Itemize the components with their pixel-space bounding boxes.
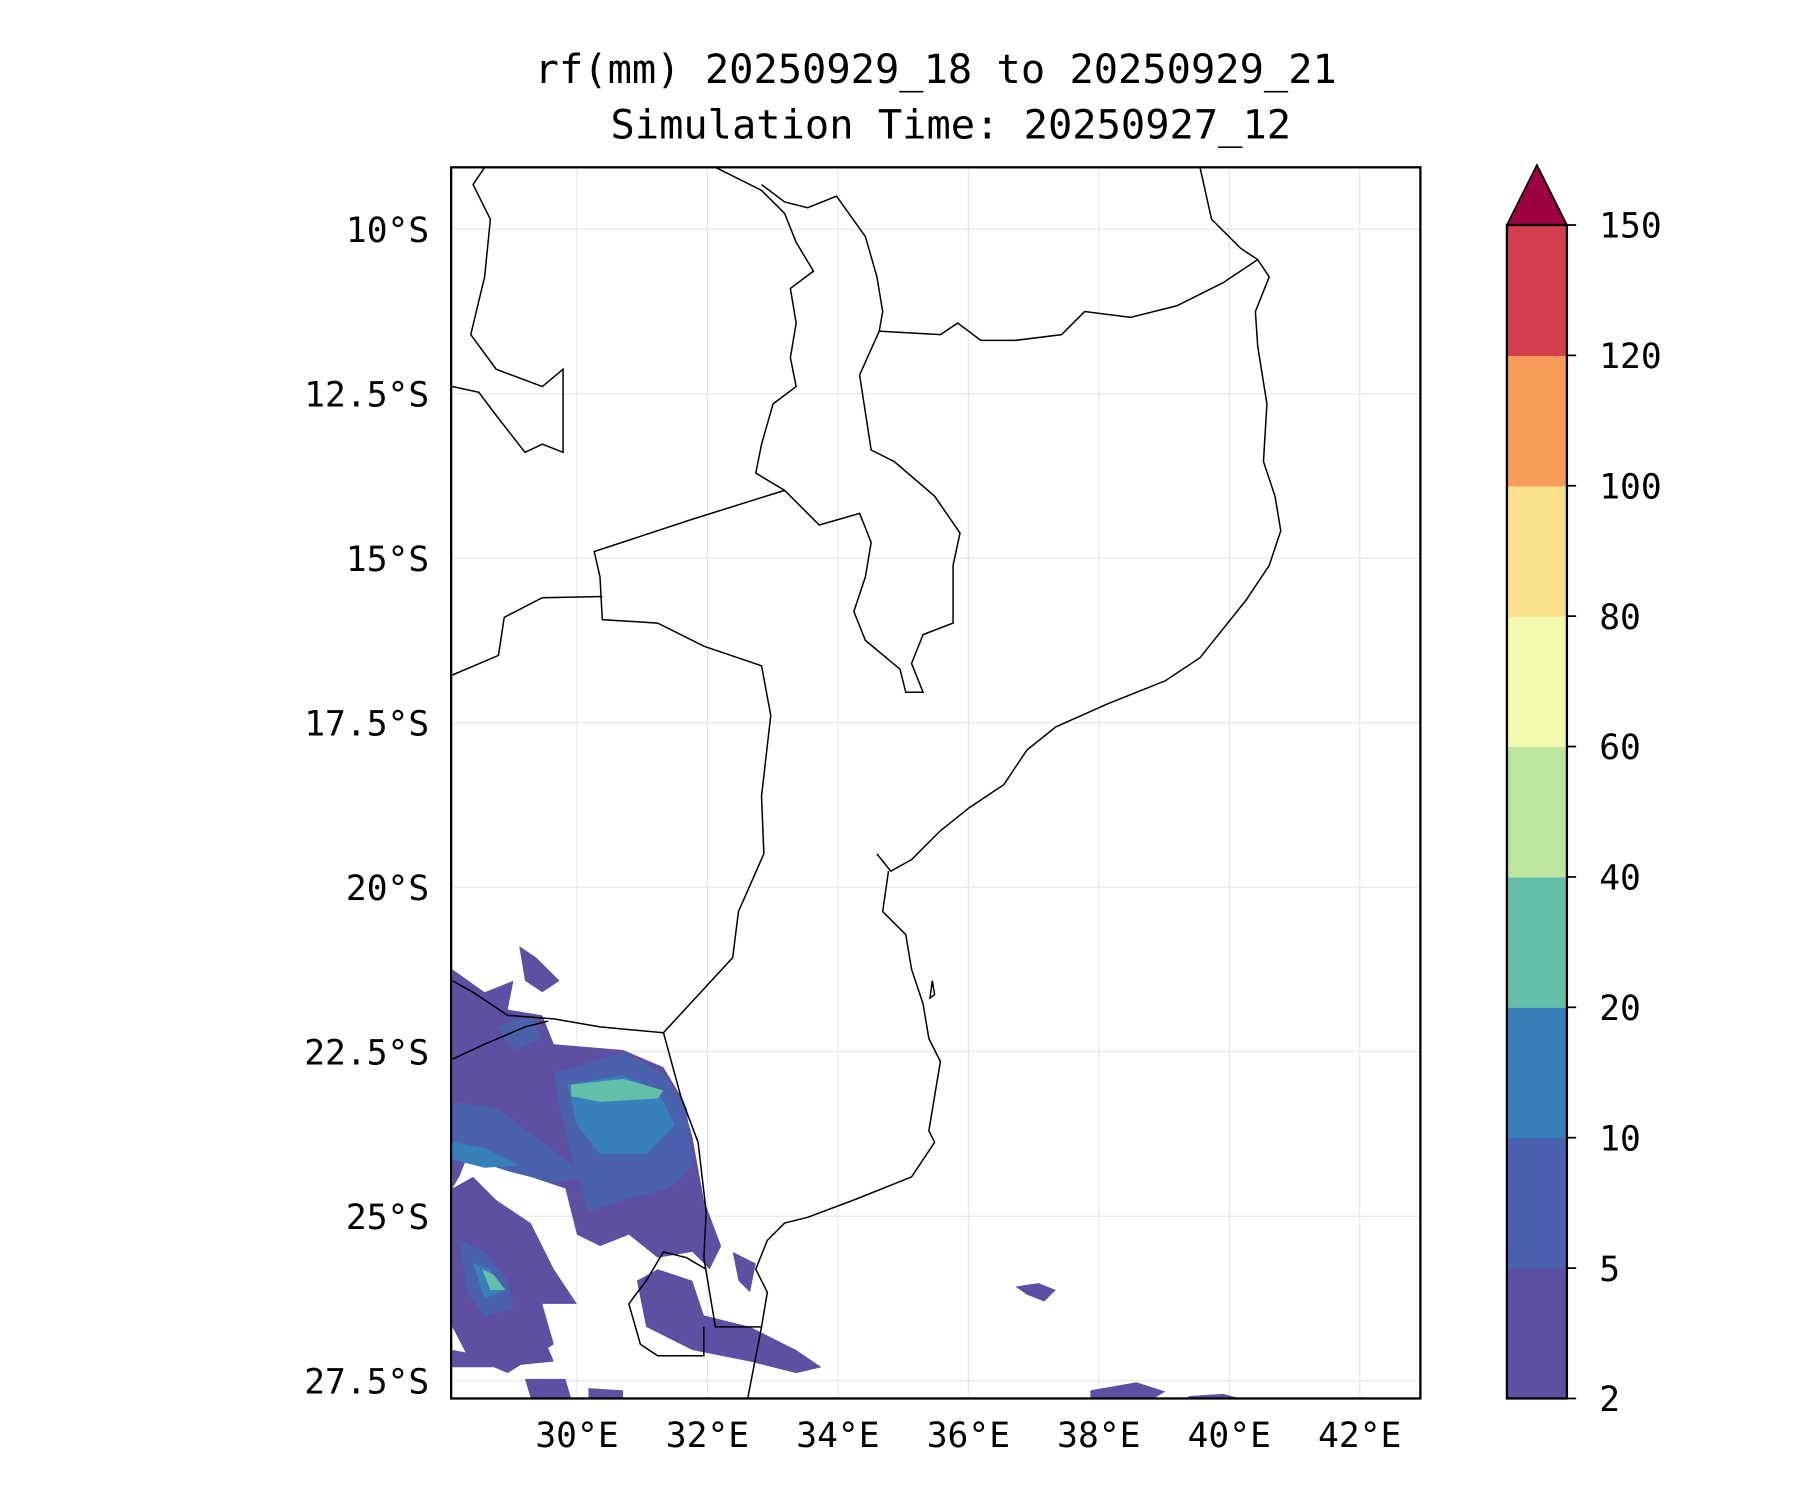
y-tick-label: 12.5°S [304,375,429,415]
chart-title: rf(mm) 20250929_18 to 20250929_21 [535,46,1337,93]
border-line [929,980,936,1000]
rainfall-contours [452,946,1241,1399]
border-line [628,1251,707,1357]
border-line [662,1032,762,1328]
x-tick-label: 30°E [535,1416,618,1456]
rainfall-contour [452,1347,554,1368]
border-line [746,871,942,1399]
x-tick-label: 34°E [796,1416,879,1456]
rainfall-contour [1090,1382,1166,1399]
rainfall-contour [519,946,560,993]
colorbar-bin [1506,1137,1567,1269]
y-tick-label: 10°S [346,211,429,251]
rainfall-contour [452,1176,577,1374]
y-tick-label: 25°S [346,1198,429,1238]
rainfall-contour [452,1142,520,1168]
x-axis-ticks: 30°E 32°E 34°E 36°E 38°E 40°E 42°E [535,1416,1401,1456]
y-tick-label: 22.5°S [304,1033,429,1073]
colorbar-extend-arrow [1505,163,1569,226]
border-line [451,489,785,1034]
country-borders [451,166,1282,1399]
y-axis-ticks: 10°S 12.5°S 15°S 17.5°S 20°S 22.5°S 25°S 27.5°S [304,211,429,1403]
map-frame [450,166,1422,1400]
colorbar-label: 40 [1599,859,1641,899]
border-line [876,167,1282,873]
colorbar-bin [1506,876,1567,1008]
colorbar-bin [1506,355,1567,487]
colorbar: 2 5 10 20 40 60 80 100 120 150 [1505,163,1662,1420]
border-line [761,184,884,332]
colorbar-label: 100 [1599,467,1662,507]
rainfall-contour [588,1388,624,1399]
colorbar-label: 10 [1599,1119,1641,1159]
colorbar-bin [1506,1268,1567,1400]
colorbar-label: 150 [1599,207,1662,247]
colorbar-label: 5 [1599,1250,1620,1290]
border-line [452,595,603,676]
rainfall-contour [1015,1283,1056,1302]
rainfall-contour [636,1269,822,1374]
border-line [879,258,1259,342]
x-tick-label: 42°E [1318,1416,1401,1456]
colorbar-bin [1506,746,1567,878]
colorbar-frame [1505,223,1569,1400]
border-line [715,166,961,694]
rainfall-contour [482,1269,506,1290]
rainfall-contour [525,1378,572,1399]
border-line [451,1020,549,1060]
x-tick-label: 38°E [1057,1416,1140,1456]
colorbar-bin [1506,616,1567,748]
colorbar-label: 80 [1599,598,1641,638]
y-tick-label: 20°S [346,869,429,909]
x-tick-label: 40°E [1188,1416,1271,1456]
x-tick-label: 36°E [927,1416,1010,1456]
colorbar-label: 2 [1599,1380,1620,1420]
colorbar-bin [1506,485,1567,617]
colorbar-label: 20 [1599,989,1641,1029]
y-tick-label: 17.5°S [304,704,429,744]
colorbar-label: 60 [1599,728,1641,768]
y-tick-label: 15°S [346,540,429,580]
y-tick-label: 27.5°S [304,1362,429,1402]
rainfall-contour [732,1251,756,1293]
rainfall-contour [496,1015,543,1050]
x-tick-label: 32°E [666,1416,749,1456]
chart-subtitle: Simulation Time: 20250927_12 [610,101,1291,148]
colorbar-label: 120 [1599,337,1662,377]
colorbar-bin [1506,1007,1567,1139]
rainfall-contour [571,1078,664,1102]
border-line [452,166,564,454]
colorbar-bin [1506,225,1567,356]
